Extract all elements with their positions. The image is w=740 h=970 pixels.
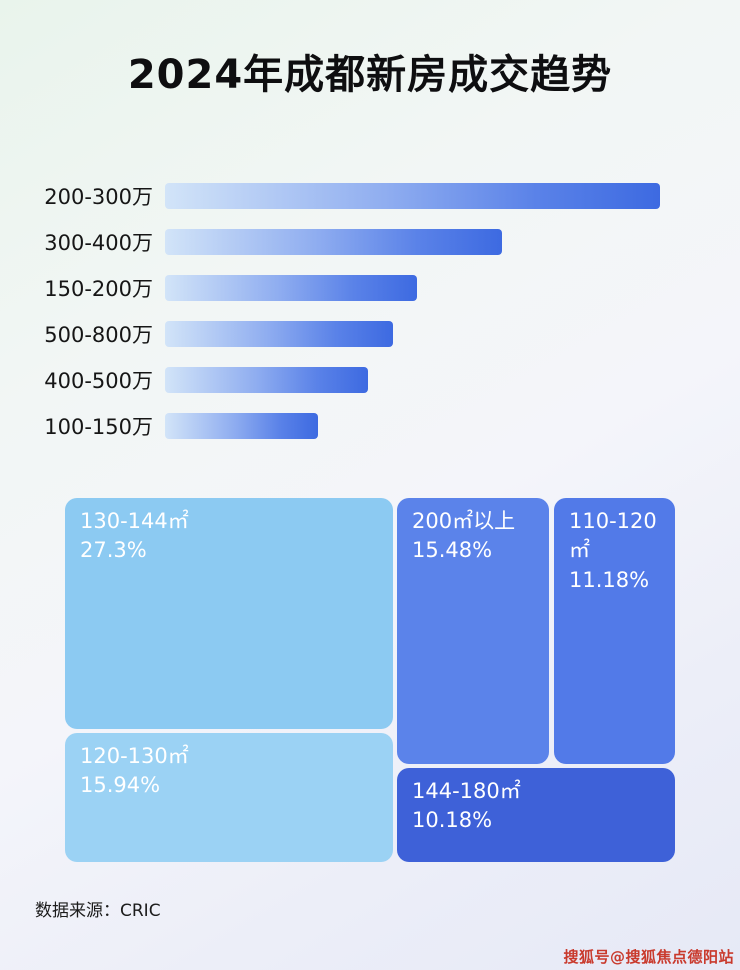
bar-track bbox=[165, 412, 660, 439]
bar-row: 400-500万 bbox=[0, 366, 740, 393]
bar-category-label: 100-150万 bbox=[44, 414, 153, 439]
bar-track bbox=[165, 228, 660, 255]
treemap-block-value: 27.3% bbox=[80, 538, 147, 563]
bar bbox=[165, 182, 660, 209]
bar bbox=[165, 228, 502, 255]
page-title: 2024年成都新房成交趋势 bbox=[127, 52, 613, 98]
bar bbox=[165, 366, 368, 393]
area-share-treemap: 130-144㎡ 27.3% 120-130㎡ 15.94% 200㎡以上 15.48% 1… bbox=[65, 498, 675, 862]
treemap-block-label: 200㎡以上 bbox=[412, 509, 516, 533]
treemap-block-value: 15.94% bbox=[80, 773, 161, 798]
treemap-block-value: 15.48% bbox=[412, 538, 493, 563]
bar-category-label: 150-200万 bbox=[44, 276, 153, 301]
bar bbox=[165, 320, 393, 347]
treemap-block-label: 120-130㎡ bbox=[80, 744, 189, 768]
treemap-block-label: 110-120㎡ bbox=[569, 509, 657, 563]
bar bbox=[165, 274, 418, 301]
bar-track bbox=[165, 366, 660, 393]
treemap-block: 130-144㎡ 27.3% bbox=[65, 498, 393, 729]
treemap-block: 200㎡以上 15.48% bbox=[397, 498, 549, 764]
data-source: 数据来源：CRIC bbox=[35, 901, 161, 921]
bar bbox=[165, 412, 319, 439]
bar-row: 300-400万 bbox=[0, 228, 740, 255]
watermark: 搜狐号@搜狐焦点德阳站 bbox=[563, 948, 734, 966]
bar-track bbox=[165, 182, 660, 209]
bar-category-label: 400-500万 bbox=[44, 368, 153, 393]
treemap-block-value: 10.18% bbox=[412, 808, 493, 833]
bar-row: 100-150万 bbox=[0, 412, 740, 439]
bar-category-label: 200-300万 bbox=[44, 184, 153, 209]
bar-track bbox=[165, 320, 660, 347]
treemap-block: 110-120㎡ 11.18% bbox=[554, 498, 675, 764]
bar-track bbox=[165, 274, 660, 301]
bar-row: 150-200万 bbox=[0, 274, 740, 301]
treemap-block-label: 144-180㎡ bbox=[412, 779, 521, 803]
price-range-bar-chart: 200-300万 300-400万 150-200万 500-800万 400-500万… bbox=[0, 182, 740, 458]
treemap-block-label: 130-144㎡ bbox=[80, 509, 189, 533]
bar-row: 200-300万 bbox=[0, 182, 740, 209]
treemap-block: 120-130㎡ 15.94% bbox=[65, 733, 393, 862]
treemap-block-value: 11.18% bbox=[569, 567, 650, 592]
bar-category-label: 300-400万 bbox=[44, 230, 153, 255]
bar-row: 500-800万 bbox=[0, 320, 740, 347]
treemap-block: 144-180㎡ 10.18% bbox=[397, 768, 675, 862]
bar-category-label: 500-800万 bbox=[44, 322, 153, 347]
